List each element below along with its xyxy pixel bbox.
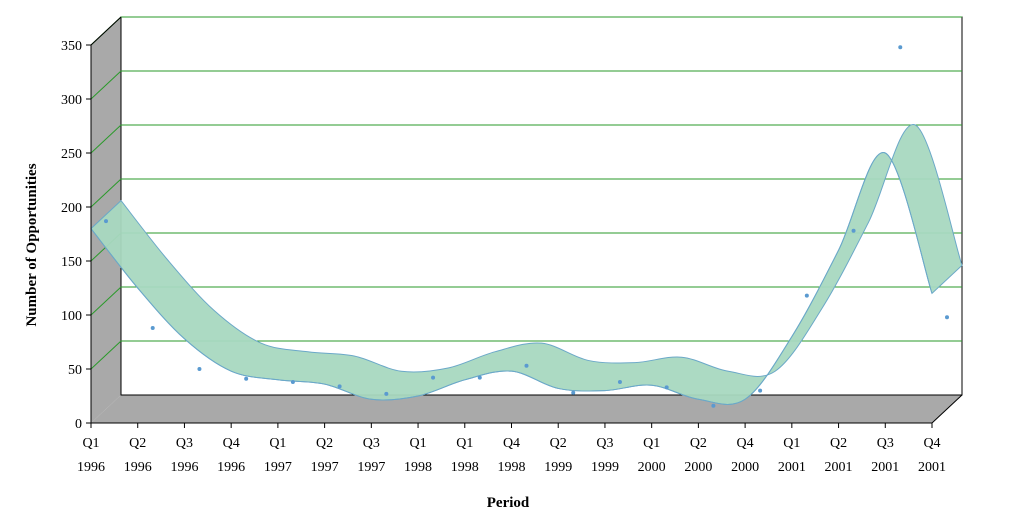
x-tick-label-quarter: Q2	[129, 436, 146, 451]
x-tick-label-year: 1997	[264, 460, 292, 475]
x-tick-label-year: 1997	[311, 460, 339, 475]
data-point	[244, 376, 249, 381]
x-tick-label-quarter: Q4	[737, 436, 754, 451]
data-point	[945, 315, 949, 320]
x-tick-label-quarter: Q3	[596, 436, 613, 451]
data-point	[104, 219, 108, 224]
wall-top-edge	[90, 16, 122, 46]
side-gridline	[90, 70, 122, 100]
data-ribbon	[90, 124, 963, 405]
x-tick-label-quarter: Q1	[82, 436, 99, 451]
x-tick-label-year: 1997	[357, 460, 385, 475]
data-point	[290, 380, 295, 384]
data-point	[571, 390, 576, 395]
x-tick-label-quarter: Q1	[409, 436, 426, 451]
x-tick-label-year: 2000	[684, 460, 712, 475]
data-point	[898, 45, 903, 50]
data-point	[150, 326, 155, 330]
x-tick-labels: Q1 1996 Q2 1996 Q3 1996 Q4 1996 Q1 1997 Q2 1997 Q3 19…	[77, 423, 946, 475]
x-tick-label-quarter: Q1	[456, 436, 473, 451]
y-tick-label: 100	[61, 309, 82, 324]
x-tick-label-year: 2001	[825, 460, 853, 475]
x-tick-label-quarter: Q1	[643, 436, 660, 451]
data-point	[197, 367, 202, 372]
floor-edge	[931, 394, 963, 424]
x-tick-label-year: 1999	[591, 460, 619, 475]
x-tick-label-quarter: Q3	[176, 436, 193, 451]
side-gridline	[90, 286, 122, 316]
x-tick-label-year: 2001	[918, 460, 946, 475]
y-tick-label: 300	[61, 93, 82, 108]
x-tick-label-year: 1996	[217, 460, 245, 475]
x-tick-label-year: 1998	[498, 460, 526, 475]
data-markers	[104, 45, 949, 408]
x-tick-label-year: 2000	[731, 460, 759, 475]
floor	[91, 395, 962, 423]
x-tick-label-year: 1999	[544, 460, 572, 475]
side-gridline	[90, 178, 122, 208]
data-point	[337, 384, 342, 389]
x-tick-label-year: 2001	[778, 460, 806, 475]
x-tick-label-quarter: Q4	[923, 436, 940, 451]
chart-walls	[91, 16, 963, 423]
x-tick-label-year: 1996	[124, 460, 152, 475]
data-point	[664, 385, 669, 390]
data-point	[851, 228, 856, 233]
side-gridline	[90, 340, 122, 370]
x-tick-label-year: 1996	[77, 460, 105, 475]
x-tick-label-quarter: Q4	[503, 436, 520, 451]
y-axis-title: Number of Opportunities	[24, 163, 40, 326]
y-tick-label: 50	[68, 363, 82, 378]
x-tick-label-quarter: Q3	[877, 436, 894, 451]
x-tick-label-quarter: Q4	[223, 436, 240, 451]
x-tick-label-quarter: Q3	[363, 436, 380, 451]
ribbon-front-edge	[90, 152, 933, 405]
x-tick-label-quarter: Q2	[690, 436, 707, 451]
x-axis-title: Period	[487, 495, 530, 511]
x-tick-label-quarter: Q1	[269, 436, 286, 451]
x-tick-label-year: 2000	[638, 460, 666, 475]
x-tick-label-quarter: Q2	[316, 436, 333, 451]
data-point	[758, 388, 763, 393]
y-tick-label: 150	[61, 255, 82, 270]
data-point	[804, 293, 809, 298]
data-point	[477, 375, 482, 380]
x-tick-label-year: 1998	[404, 460, 432, 475]
data-point	[524, 363, 529, 368]
data-point	[617, 380, 622, 384]
side-gridline	[90, 124, 122, 154]
y-tick-label: 200	[61, 201, 82, 216]
x-tick-label-quarter: Q2	[550, 436, 567, 451]
y-tick-label: 350	[61, 39, 82, 54]
y-tick-label: 250	[61, 147, 82, 162]
data-point	[711, 403, 716, 408]
data-point	[384, 391, 389, 396]
x-tick-label-year: 2001	[871, 460, 899, 475]
y-tick-label: 0	[75, 417, 82, 432]
x-tick-label-year: 1996	[170, 460, 198, 475]
back-wall	[120, 16, 963, 396]
x-tick-label-quarter: Q1	[783, 436, 800, 451]
x-tick-label-quarter: Q2	[830, 436, 847, 451]
x-tick-label-year: 1998	[451, 460, 479, 475]
data-point	[431, 375, 436, 380]
y-tick-labels: 0 50 100 150 200 250 300 350	[61, 39, 91, 432]
